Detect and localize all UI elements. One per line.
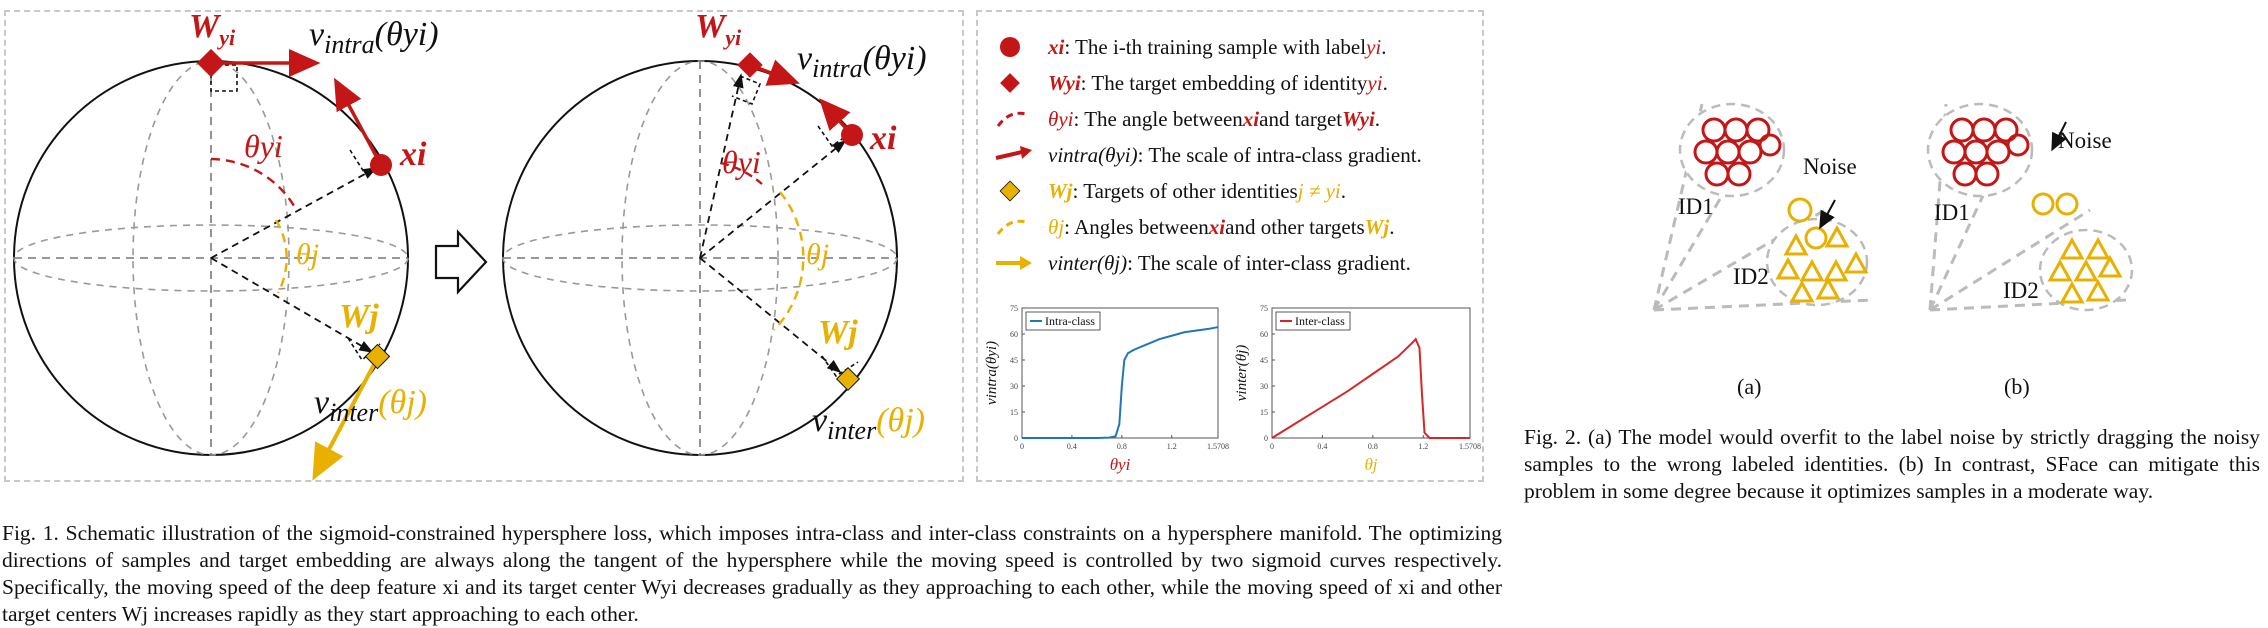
y-tick-label: 75 <box>1010 304 1018 313</box>
legend-row-sample: xi : The i-th training sample with label… <box>992 30 1386 64</box>
legend-row-angles-other: θj : Angles between xi and other targets… <box>992 210 1394 244</box>
series-line <box>1271 337 1470 439</box>
inter-class-chart: 0 0.4 0.8 1.2 1.5708 0 15 30 45 60 75 Inter-class θj… <box>1234 304 1481 474</box>
y-tick-label: 30 <box>1010 382 1018 391</box>
y-tick-label: 0 <box>1264 434 1268 443</box>
y-tick-label: 75 <box>1260 304 1268 313</box>
fig2b-id1-label: ID1 <box>1934 200 1970 225</box>
fig2a-panel-label: (a) <box>1737 374 1762 399</box>
y-tick-label: 60 <box>1010 330 1018 339</box>
fig1-left-panel-frame <box>4 10 964 482</box>
fig2b-id2-label: ID2 <box>2003 278 2039 303</box>
label-x-i-right: xi <box>870 120 897 157</box>
y-tick-label: 45 <box>1010 356 1018 365</box>
y-axis-label: vintra(θyi) <box>984 341 1000 405</box>
y-axis-label: vinter(θj) <box>1234 345 1250 402</box>
right-sphere <box>502 52 898 456</box>
label-w-j-left: Wj <box>339 298 379 335</box>
y-tick-label: 15 <box>1010 408 1018 417</box>
x-tick-label: 0 <box>1020 442 1024 451</box>
red-arrow-icon <box>995 146 1032 160</box>
y-tick-label: 60 <box>1260 330 1268 339</box>
red-dashed-arc-icon <box>996 111 1027 127</box>
legend-row-other-targets: Wj : Targets of other identities j ≠ yi. <box>992 174 1346 208</box>
label-w-j-right: Wj <box>818 314 858 351</box>
red-circle-icon <box>1000 37 1020 57</box>
fig2b-noise-label: Noise <box>2058 128 2112 153</box>
x-tick-label: 0.4 <box>1067 442 1077 451</box>
gold-diamond-icon <box>999 180 1021 202</box>
legend-label: Intra-class <box>1045 314 1095 328</box>
y-tick-label: 15 <box>1260 408 1268 417</box>
label-v-inter-left: vinter(θj) <box>314 384 427 427</box>
legend-label: Inter-class <box>1295 314 1345 328</box>
label-theta-j-right: θj <box>806 238 830 271</box>
fig2-panel-b <box>1926 102 2134 312</box>
fig2-noise-diagram <box>1652 102 2134 312</box>
fig2-caption: Fig. 2. (a) The model would overfit to t… <box>1524 425 2260 503</box>
label-w-yi-left: Wyi <box>189 8 236 50</box>
transition-arrow-icon <box>434 229 488 295</box>
fig2a-id2-label: ID2 <box>1733 264 1769 289</box>
fig2a-id1-label: ID1 <box>1678 194 1714 219</box>
fig2a-noise-label: Noise <box>1803 154 1857 179</box>
series-line <box>1022 326 1219 439</box>
x-tick-label: 1.2 <box>1418 442 1428 451</box>
y-tick-label: 30 <box>1260 382 1268 391</box>
x-tick-label: 1.2 <box>1167 442 1177 451</box>
gold-arrow-icon <box>996 256 1032 270</box>
x-axis-label: θj <box>1364 455 1377 474</box>
label-theta-yi-left: θyi <box>244 128 283 164</box>
fig1-caption: Fig. 1. Schematic illustration of the si… <box>2 521 1502 626</box>
fig1-legend: xi : The i-th training sample with label… <box>992 30 1477 290</box>
x-tick-label: 0.8 <box>1117 442 1127 451</box>
red-diamond-icon <box>1000 73 1020 93</box>
fig1-hypersphere-diagram <box>13 48 898 481</box>
x-tick-label: 1.5708 <box>1459 442 1481 451</box>
x-tick-label: 0 <box>1270 442 1274 451</box>
label-v-intra-left: vintra(θyi) <box>309 16 439 59</box>
legend-box <box>1275 311 1351 331</box>
legend-row-angle-target: θyi : The angle between xi and target Wy… <box>992 102 1380 136</box>
label-theta-j-left: θj <box>296 238 320 271</box>
gold-dashed-arc-icon <box>996 219 1027 235</box>
legend-row-inter-gradient: vinter(θj) : The scale of inter-class gr… <box>992 246 1411 280</box>
left-sphere <box>13 48 409 481</box>
label-theta-yi-right: θyi <box>722 144 761 180</box>
x-tick-label: 0.8 <box>1368 442 1378 451</box>
label-w-yi-right: Wyi <box>695 8 742 50</box>
fig2b-panel-label: (b) <box>2004 374 2030 399</box>
legend-row-intra-gradient: vintra(θyi) : The scale of intra-class g… <box>992 138 1422 172</box>
label-x-i-left: xi <box>400 136 427 173</box>
y-tick-label: 0 <box>1014 434 1018 443</box>
x-axis-label: θyi <box>1110 455 1131 474</box>
intra-class-chart: 0 0.4 0.8 1.2 1.5708 0 15 30 45 60 75 Intra-class θy… <box>984 304 1229 474</box>
label-v-inter-right: vinter(θj) <box>812 402 925 445</box>
legend-row-target-embedding: Wyi : The target embedding of identity y… <box>992 66 1388 100</box>
fig2-panel-a <box>1652 102 1873 312</box>
x-tick-label: 0.4 <box>1317 442 1327 451</box>
label-v-intra-right: vintra(θyi) <box>797 40 927 83</box>
legend-box <box>1025 311 1101 331</box>
fig1-legend-panel-frame <box>976 10 1484 482</box>
y-tick-label: 45 <box>1260 356 1268 365</box>
x-tick-label: 1.5708 <box>1207 442 1229 451</box>
